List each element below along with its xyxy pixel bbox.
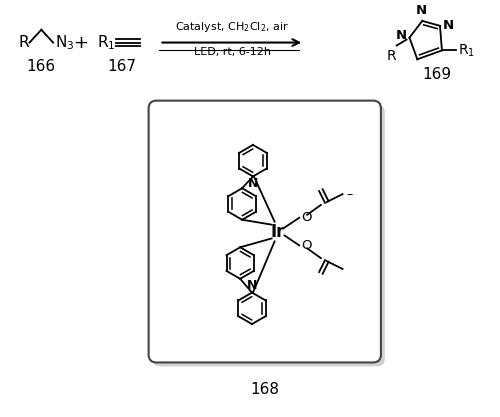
Text: 167: 167 [108, 59, 136, 74]
Text: Ir: Ir [270, 223, 284, 241]
Text: 169: 169 [422, 67, 452, 82]
Text: 168: 168 [250, 382, 280, 397]
Text: LED, rt, 6-12h: LED, rt, 6-12h [194, 48, 271, 58]
Text: R$_1$: R$_1$ [98, 33, 116, 52]
Text: O: O [301, 211, 312, 224]
FancyBboxPatch shape [152, 105, 385, 367]
Text: Catalyst, CH$_2$Cl$_2$, air: Catalyst, CH$_2$Cl$_2$, air [176, 20, 290, 34]
Text: –: – [346, 188, 352, 201]
Text: N$_3$: N$_3$ [55, 33, 74, 52]
Text: N: N [247, 279, 257, 291]
Text: R: R [387, 50, 396, 63]
Text: O: O [301, 239, 312, 252]
Text: N: N [396, 29, 406, 42]
Text: R: R [18, 35, 29, 50]
Text: N: N [416, 4, 427, 17]
Text: R$_1$: R$_1$ [458, 42, 474, 59]
Text: +: + [73, 33, 88, 52]
Text: N: N [443, 19, 454, 33]
Text: N: N [248, 177, 258, 191]
FancyBboxPatch shape [148, 100, 381, 362]
Text: 166: 166 [27, 59, 56, 74]
